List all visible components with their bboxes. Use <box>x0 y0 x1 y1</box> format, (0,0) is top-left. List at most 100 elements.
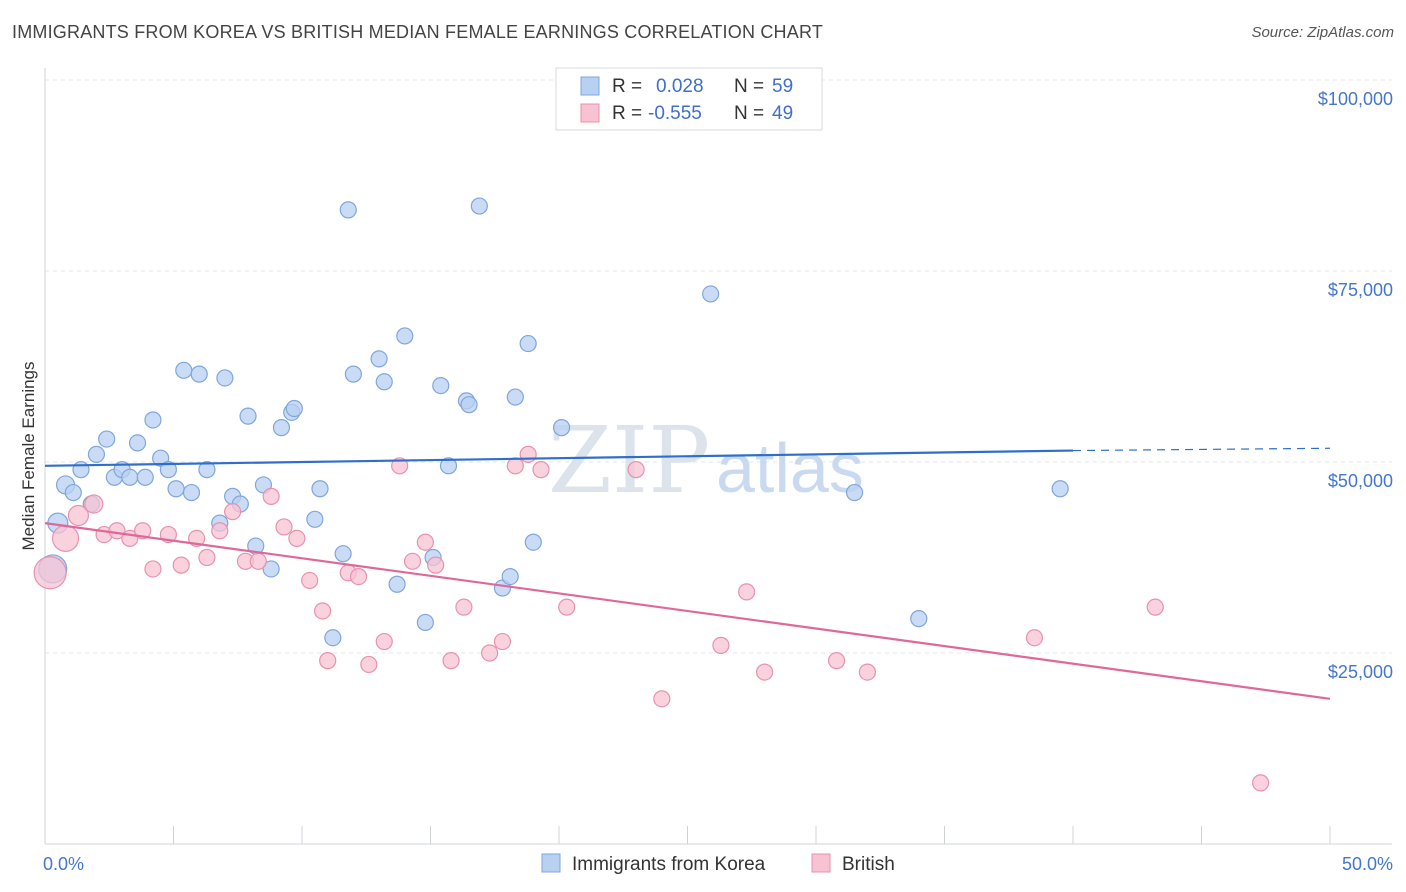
data-point-british <box>249 552 267 570</box>
series-legend-swatch-british <box>811 853 831 873</box>
data-point-korea <box>136 468 154 486</box>
legend-r-label-korea: R = <box>612 76 642 97</box>
data-point-british <box>224 503 242 521</box>
data-point-korea <box>190 365 208 383</box>
legend-swatch-british <box>580 103 600 123</box>
data-point-british <box>653 690 671 708</box>
data-point-korea <box>396 327 414 345</box>
data-point-british <box>313 602 332 620</box>
data-point-british <box>198 548 216 567</box>
data-point-korea <box>1051 480 1069 498</box>
data-point-british <box>627 461 645 479</box>
series-legend: Immigrants from Korea British <box>541 853 895 875</box>
data-point-korea <box>524 533 542 551</box>
data-point-korea <box>460 396 478 414</box>
data-point-british <box>416 533 434 551</box>
data-point-korea <box>72 461 90 479</box>
trend-line-british <box>44 522 1331 700</box>
data-point-british <box>481 644 499 662</box>
chart-source: Source: ZipAtlas.com <box>1251 24 1394 41</box>
data-point-korea <box>144 411 162 429</box>
data-point-british <box>33 556 67 590</box>
series-legend-label-british: British <box>842 854 895 875</box>
data-point-korea <box>506 388 524 406</box>
data-point-korea <box>159 461 177 479</box>
data-point-british <box>755 663 774 681</box>
data-point-korea <box>239 407 257 425</box>
data-point-korea <box>121 468 139 486</box>
data-point-korea <box>98 430 116 448</box>
data-point-british <box>1252 774 1270 792</box>
data-point-korea <box>216 369 234 387</box>
legend-r-value-korea: 0.028 <box>656 76 704 97</box>
x-tick-label: 0.0% <box>43 854 84 874</box>
axes: $25,000 $50,000 $75,000 $100,000 0.0% 50.0% <box>43 68 1393 874</box>
y-tick-label: $25,000 <box>1328 662 1393 682</box>
data-point-korea <box>552 419 571 437</box>
chart-title: IMMIGRANTS FROM KOREA VS BRITISH MEDIAN … <box>12 22 824 42</box>
data-point-korea <box>519 334 537 353</box>
data-point-korea <box>87 445 106 463</box>
data-point-british <box>144 560 162 578</box>
data-point-korea <box>182 483 201 502</box>
data-point-british <box>738 583 756 601</box>
x-tick-label: 50.0% <box>1342 854 1393 874</box>
data-point-korea <box>416 613 434 632</box>
legend-r-label-british: R = <box>612 103 642 124</box>
data-point-british <box>519 445 537 463</box>
data-point-british <box>1146 598 1164 616</box>
data-point-british <box>403 552 422 570</box>
watermark-atlas: atlas <box>716 429 864 507</box>
data-point-british <box>262 487 280 505</box>
data-point-british <box>391 457 409 475</box>
data-point-british <box>319 652 337 670</box>
data-point-british <box>827 652 846 670</box>
watermark: ZIP atlas <box>548 407 864 514</box>
data-point-british <box>532 461 550 479</box>
trend-extension-korea <box>1072 447 1331 452</box>
data-point-british <box>211 522 229 540</box>
data-point-korea <box>64 483 82 502</box>
data-point-korea <box>198 461 216 479</box>
y-tick-label: $75,000 <box>1328 280 1393 300</box>
data-point-korea <box>285 399 303 418</box>
series-legend-swatch-korea <box>541 853 561 873</box>
data-point-british <box>442 652 460 670</box>
data-point-korea <box>370 350 388 368</box>
data-point-british <box>427 556 445 574</box>
data-point-british <box>1025 629 1044 647</box>
data-point-british <box>375 632 393 651</box>
y-tick-label: $100,000 <box>1318 89 1393 109</box>
data-point-british <box>506 457 524 475</box>
data-point-korea <box>910 610 928 628</box>
data-point-british <box>275 518 293 536</box>
data-point-british <box>558 598 576 616</box>
data-point-korea <box>167 480 185 498</box>
series-legend-label-korea: Immigrants from Korea <box>572 854 766 875</box>
data-point-korea <box>262 560 280 578</box>
legend-n-label-british: N = <box>734 103 764 124</box>
trend-lines <box>44 447 1331 700</box>
data-point-korea <box>470 197 488 215</box>
legend-box <box>555 67 823 131</box>
data-point-british <box>51 524 80 553</box>
data-point-korea <box>128 434 147 452</box>
data-point-british <box>455 598 473 616</box>
data-point-korea <box>388 575 406 593</box>
data-point-british <box>349 567 368 586</box>
data-point-korea <box>344 365 362 383</box>
y-tick-label: $50,000 <box>1328 471 1393 491</box>
data-point-british <box>67 504 90 527</box>
data-point-british <box>712 636 730 654</box>
data-point-korea <box>175 361 193 379</box>
data-point-korea <box>306 510 324 528</box>
data-point-british <box>493 632 512 651</box>
data-point-korea <box>439 457 458 475</box>
legend-swatch-korea <box>580 76 600 96</box>
data-point-british <box>858 663 877 681</box>
legend-n-value-korea: 59 <box>772 76 793 97</box>
data-point-british <box>301 571 319 590</box>
data-point-korea <box>375 373 393 391</box>
data-point-korea <box>311 480 329 498</box>
